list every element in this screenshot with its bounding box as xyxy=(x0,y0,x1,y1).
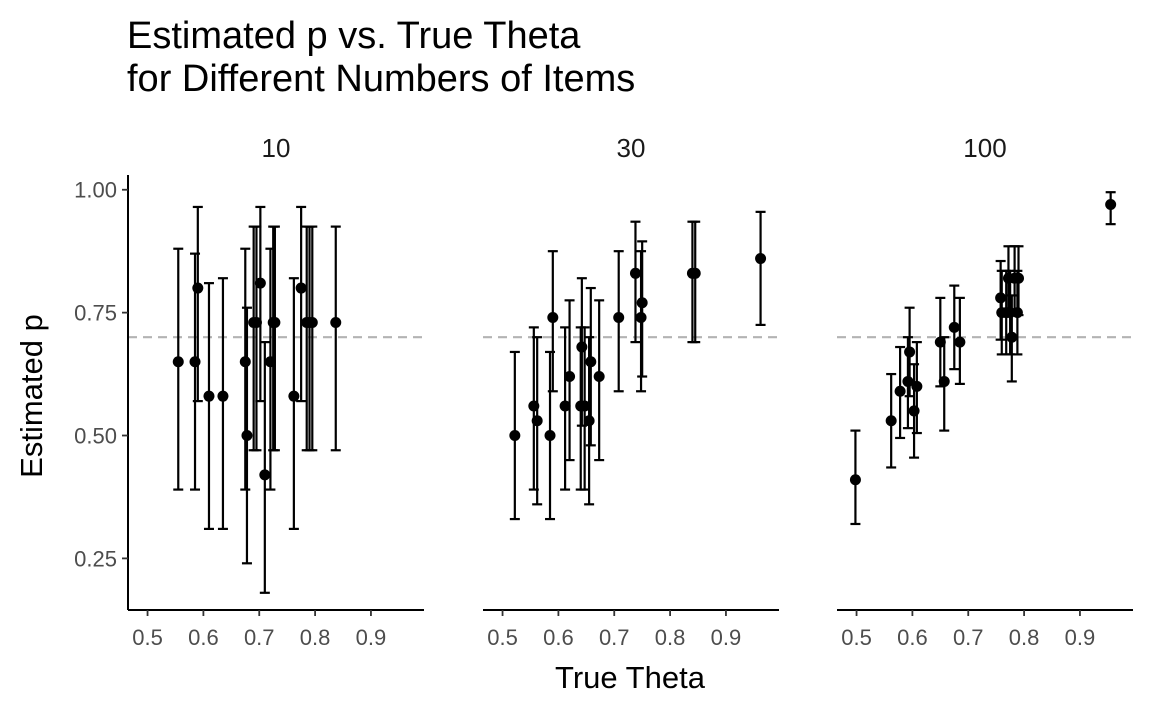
data-point xyxy=(755,253,767,265)
data-point xyxy=(330,316,342,328)
y-tick-label: 0.25 xyxy=(74,546,117,571)
y-tick-label: 0.75 xyxy=(74,301,117,326)
x-tick-label: 0.9 xyxy=(711,625,742,650)
y-axis: 0.25 0.50 0.75 1.00 xyxy=(74,175,129,610)
data-point xyxy=(559,400,571,412)
data-point xyxy=(254,277,266,289)
x-tick-label: 0.9 xyxy=(1065,625,1096,650)
facet-strip-label: 30 xyxy=(617,133,646,163)
data-point xyxy=(217,390,229,402)
data-point xyxy=(954,336,966,348)
x-tick-label: 0.8 xyxy=(1009,625,1040,650)
x-tick-label: 0.6 xyxy=(897,625,928,650)
data-point xyxy=(995,292,1007,304)
data-point xyxy=(911,380,923,392)
data-point xyxy=(192,282,204,294)
x-tick-label: 0.7 xyxy=(953,625,984,650)
data-point xyxy=(613,312,625,324)
data-point xyxy=(938,375,950,387)
data-point xyxy=(593,371,605,383)
facet-panel-10: 10 0.5 0.6 0.7 0.8 0.9 xyxy=(128,133,424,650)
x-axis-title: True Theta xyxy=(555,660,706,695)
data-point xyxy=(544,430,556,442)
y-tick-label: 0.50 xyxy=(74,424,117,449)
data-point xyxy=(1011,307,1023,319)
data-point xyxy=(172,356,184,368)
x-tick-label: 0.9 xyxy=(356,625,387,650)
data-point xyxy=(583,415,595,427)
data-point xyxy=(849,474,861,486)
data-point xyxy=(509,430,521,442)
data-point xyxy=(689,267,701,279)
x-tick-label: 0.5 xyxy=(487,625,518,650)
data-point xyxy=(1013,272,1025,284)
data-point xyxy=(904,346,916,358)
x-tick-label: 0.6 xyxy=(543,625,574,650)
data-point xyxy=(531,415,543,427)
data-points xyxy=(849,191,1117,526)
facet-panel-100: 100 0.5 0.6 0.7 0.8 0.9 xyxy=(837,133,1133,650)
data-point xyxy=(948,321,960,333)
data-point xyxy=(241,430,253,442)
data-point xyxy=(585,356,597,368)
data-point xyxy=(579,400,591,412)
data-point xyxy=(203,390,215,402)
x-tick-label: 0.7 xyxy=(244,625,275,650)
data-point xyxy=(259,469,271,481)
x-tick-label: 0.8 xyxy=(300,625,331,650)
data-point xyxy=(269,316,281,328)
facet-strip-label: 100 xyxy=(963,133,1006,163)
x-tick-label: 0.5 xyxy=(841,625,872,650)
data-point xyxy=(547,312,559,324)
data-points xyxy=(172,205,342,594)
chart-title-line-2: for Different Numbers of Items xyxy=(127,58,636,100)
data-point xyxy=(250,316,262,328)
facet-strip-label: 10 xyxy=(262,133,291,163)
data-point xyxy=(239,356,251,368)
facet-panel-30: 30 0.5 0.6 0.7 0.8 0.9 xyxy=(483,133,779,650)
y-tick-label: 1.00 xyxy=(74,178,117,203)
data-point xyxy=(1105,198,1117,210)
data-point xyxy=(635,312,647,324)
data-point xyxy=(1006,331,1018,343)
data-point xyxy=(288,390,300,402)
x-tick-label: 0.5 xyxy=(132,625,163,650)
x-tick-label: 0.7 xyxy=(599,625,630,650)
data-point xyxy=(629,267,641,279)
panels-layer: 10 0.5 0.6 0.7 0.8 0.9 30 0.5 0.6 0.7 0.8 0.9 100 0.5… xyxy=(128,133,1133,650)
data-point xyxy=(636,297,648,309)
chart-title-line-1: Estimated p vs. True Theta xyxy=(127,15,581,57)
data-point xyxy=(885,415,897,427)
data-point xyxy=(934,336,946,348)
x-tick-label: 0.8 xyxy=(655,625,686,650)
data-point xyxy=(894,385,906,397)
data-points xyxy=(509,210,767,521)
data-point xyxy=(295,282,307,294)
data-point xyxy=(564,371,576,383)
x-tick-label: 0.6 xyxy=(188,625,219,650)
data-point xyxy=(306,316,318,328)
y-axis-title: Estimated p xyxy=(14,314,49,478)
